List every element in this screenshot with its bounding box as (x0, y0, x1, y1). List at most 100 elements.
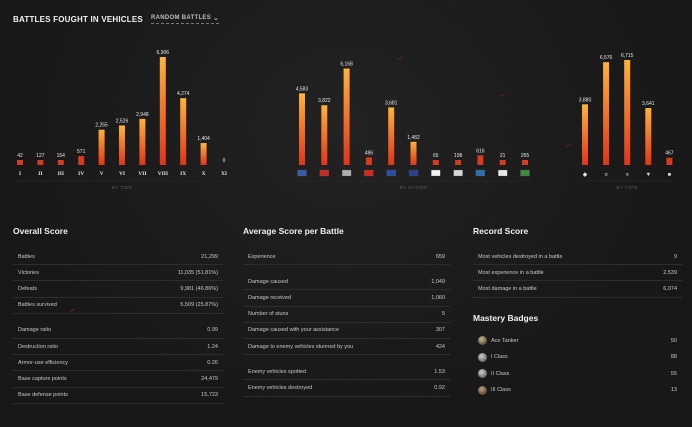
bar-value-label: 265 (521, 153, 530, 159)
chart-bar (603, 62, 610, 165)
stat-value: 1,060 (431, 294, 445, 301)
stat-label: Most damage in a battle (478, 285, 537, 292)
stat-value: 5,509 (25.87%) (180, 302, 218, 309)
mastery-value: 50 (670, 337, 677, 344)
bar-value-label: 571 (77, 149, 86, 155)
stat-value: 1.53 (434, 368, 445, 375)
stat-label: Enemy vehicles destroyed (248, 384, 313, 391)
stat-row: Damage caused 1,049 (243, 274, 450, 291)
chart-group-label: BY NATION (400, 185, 427, 190)
bar-value-label: 65 (433, 153, 439, 159)
stat-row: Enemy vehicles destroyed 0.92 (243, 380, 450, 397)
bar-value-label: 0 (223, 158, 226, 164)
stat-row: Experience 659 (243, 249, 450, 266)
chart-bar (78, 156, 85, 165)
stat-row: Damage to enemy vehicles stunned by you 4… (243, 339, 450, 356)
france-flag-icon (386, 169, 396, 177)
stat-label: Most experience in a battle (478, 269, 544, 276)
medium-tank-icon: ≡ (605, 172, 608, 178)
bar-value-label: 2,948 (136, 112, 149, 118)
china-flag-2-icon (364, 169, 374, 177)
mastery-label: II Class (491, 370, 510, 377)
battle-mode-label: RANDOM BATTLES (150, 15, 212, 21)
bar-value-label: 3,641 (642, 101, 655, 107)
bar-value-label: 127 (36, 153, 45, 159)
chart-bar (299, 93, 305, 165)
battle-mode-dropdown[interactable]: RANDOM BATTLES ⌄ (150, 14, 220, 24)
stat-row: Armor-use efficiency 0.26 (13, 355, 223, 372)
stat-value: 11,035 (51.81%) (177, 269, 218, 276)
mastery-row: III Class 13 (473, 382, 682, 399)
stat-label: Damage to enemy vehicles stunned by you (248, 343, 354, 350)
stat-row: Most damage in a battle 6,074 (473, 281, 682, 298)
battles-chart: 42 I 127 II 154 III 571 IV 2,255 V 2,526 VI 2,948 VII… (14, 50, 676, 190)
chart-bar (645, 108, 652, 165)
header: BATTLES FOUGHT IN VEHICLES RANDOM BATTLE… (13, 14, 220, 24)
stat-value: 424 (435, 343, 445, 350)
chart-bar (159, 57, 166, 165)
stat-label: Battles survived (18, 302, 57, 309)
tier-tick-label: IV (78, 171, 84, 177)
stat-value: 21,299 (201, 253, 218, 260)
chart-bar (388, 107, 395, 165)
bar-value-label: 4,583 (296, 86, 309, 92)
mastery-row: I Class 88 (473, 349, 682, 366)
mastery-badges-title: Mastery Badges (473, 312, 539, 323)
stat-label: Damage received (248, 294, 292, 301)
mastery-badge: I Class (478, 352, 508, 362)
mastery-value: 88 (670, 354, 677, 361)
chart-bar (410, 141, 417, 165)
tier-tick-label: V (100, 171, 104, 177)
chart-bar (477, 155, 484, 165)
poland-flag-icon (498, 169, 508, 177)
mastery-label: III Class (491, 387, 511, 394)
chart-bar (432, 160, 439, 165)
bar-value-label: 154 (57, 153, 66, 159)
chart-bar (119, 125, 125, 165)
chart-bar (139, 118, 146, 165)
stat-row: Number of stuns 5 (243, 307, 450, 323)
stat-value: 9,981 (46.86%) (180, 285, 218, 292)
chart-bar (98, 129, 105, 165)
stat-label: Destruction ratio (18, 343, 59, 350)
mastery-badge: II Class (478, 369, 510, 379)
italy-flag-icon (520, 169, 530, 177)
tier-tick-label: VI (119, 171, 125, 177)
bar-value-label: 3,880 (579, 97, 592, 103)
sweden-flag-icon (475, 169, 486, 177)
mastery-badge: III Class (478, 385, 511, 395)
average-score-section: Average Score per Battle Experience 659 Da… (243, 226, 450, 397)
tier-tick-label: III (58, 171, 64, 177)
stat-value: 15,723 (201, 392, 218, 399)
czech-flag-icon (341, 169, 352, 177)
bar-value-label: 198 (454, 153, 463, 159)
stat-value: 5 (441, 311, 445, 318)
record-score-section: Record Score Most vehicles destroyed in … (473, 226, 682, 399)
light-tank-icon: ◆ (582, 171, 588, 178)
bar-value-label: 6,168 (340, 62, 353, 68)
stat-row: Most vehicles destroyed in a battle 9 (473, 249, 682, 266)
chart-bar (57, 160, 64, 165)
chart-bar (624, 59, 631, 165)
chart-group-label: BY TYPE (616, 185, 638, 190)
mastery-label: Ace Tanker (491, 337, 519, 344)
chevron-down-icon: ⌄ (213, 15, 220, 22)
heavy-tank-icon: ≡ (626, 172, 629, 178)
bar-value-label: 3,822 (318, 98, 331, 104)
stat-value: 0.26 (207, 359, 218, 366)
spg-icon: ■ (668, 172, 671, 178)
chart-bar (455, 160, 462, 165)
class-2-badge-icon (478, 369, 487, 379)
stat-label: Battles (18, 253, 35, 260)
ace-tanker-badge-icon (478, 336, 487, 346)
stat-label: Defeats (18, 285, 37, 292)
overall-score-title: Overall Score (13, 226, 68, 236)
stat-row: Defeats 9,981 (46.86%) (13, 281, 223, 298)
japan-flag-icon (431, 169, 441, 177)
tier-tick-label: X (202, 171, 206, 177)
stat-value: 0.99 (207, 327, 218, 334)
tier-tick-label: VII (138, 171, 146, 177)
stat-label: Victories (18, 269, 39, 276)
tier-tick-label: II (38, 171, 42, 177)
bar-value-label: 2,526 (116, 118, 129, 124)
